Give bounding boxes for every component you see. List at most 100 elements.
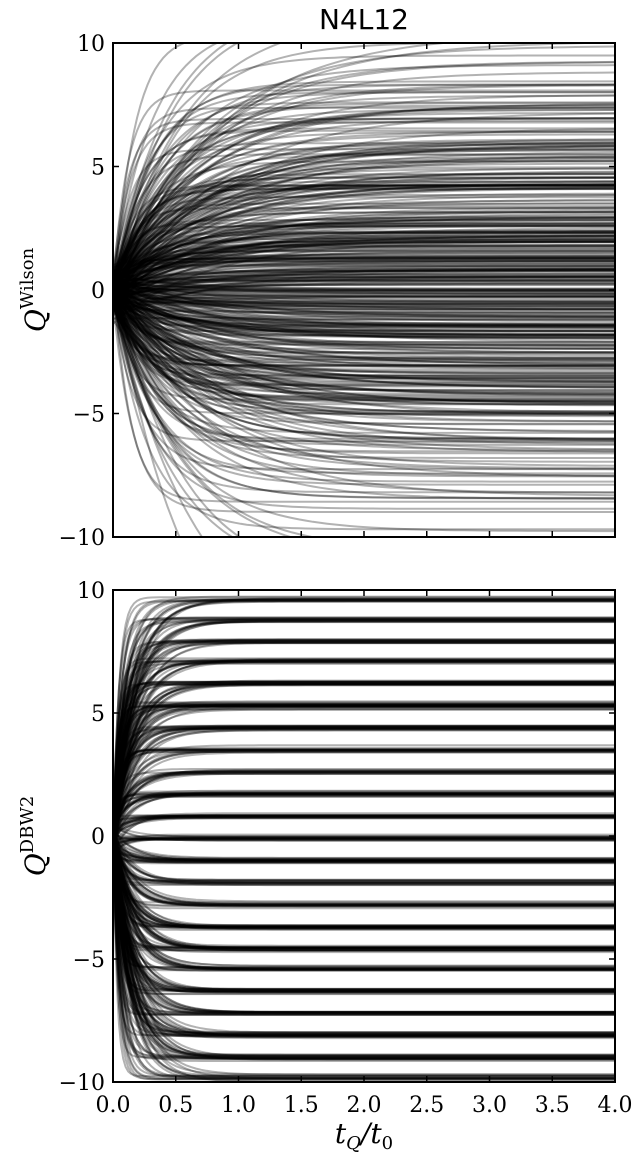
flow-line bbox=[113, 792, 615, 850]
flow-line bbox=[113, 834, 615, 907]
flow-line bbox=[113, 849, 615, 862]
x-tick-label: 0.0 bbox=[96, 1093, 131, 1118]
flow-line bbox=[113, 832, 615, 950]
flow-line bbox=[113, 660, 615, 838]
flow-line bbox=[113, 102, 615, 299]
flow-line bbox=[113, 106, 615, 292]
flow-line bbox=[113, 275, 615, 298]
flow-line bbox=[113, 275, 615, 347]
flow-line bbox=[113, 598, 615, 815]
flow-line bbox=[113, 705, 615, 829]
flow-line bbox=[113, 620, 615, 819]
flow-line bbox=[113, 638, 615, 846]
flow-line bbox=[113, 121, 615, 283]
flow-line bbox=[113, 837, 615, 929]
flow-line bbox=[113, 827, 615, 993]
flow-line bbox=[113, 816, 615, 864]
flow-line bbox=[113, 294, 615, 320]
flow-line bbox=[113, 839, 615, 992]
flow-line bbox=[113, 773, 615, 836]
flow-line bbox=[113, 845, 615, 1016]
flow-line bbox=[113, 286, 615, 292]
flow-line bbox=[113, 843, 615, 927]
flow-line bbox=[113, 173, 615, 295]
flow-line bbox=[113, 290, 615, 380]
flow-line bbox=[113, 659, 615, 847]
flow-line bbox=[113, 180, 615, 285]
flow-line bbox=[113, 814, 615, 821]
flow-line bbox=[113, 705, 615, 848]
flow-line bbox=[113, 117, 615, 295]
flow-line bbox=[113, 106, 615, 285]
flow-line bbox=[113, 845, 615, 1057]
flow-line bbox=[113, 217, 615, 269]
flow-line bbox=[113, 297, 615, 337]
flow-line bbox=[113, 856, 615, 1038]
flow-line bbox=[113, 142, 615, 284]
flow-line bbox=[113, 619, 615, 827]
flow-line bbox=[113, 276, 615, 303]
flow-line bbox=[113, 282, 615, 296]
flow-line bbox=[113, 257, 615, 292]
flow-line bbox=[113, 832, 615, 972]
flow-line bbox=[113, 289, 615, 446]
flow-line bbox=[113, 239, 615, 280]
flow-line bbox=[113, 840, 615, 1038]
flow-line bbox=[113, 638, 615, 839]
flow-line bbox=[113, 257, 615, 282]
flow-line bbox=[113, 827, 615, 929]
flow-line bbox=[113, 235, 615, 287]
flow-line bbox=[113, 840, 615, 906]
flow-line bbox=[113, 276, 615, 415]
flow-line bbox=[113, 276, 615, 384]
flow-line bbox=[113, 305, 615, 349]
flow-line bbox=[113, 94, 615, 284]
flow-line bbox=[113, 835, 615, 949]
flow-line bbox=[113, 833, 615, 863]
flow-line bbox=[113, 117, 615, 292]
flow-line bbox=[113, 216, 615, 295]
flow-line bbox=[113, 705, 615, 828]
flow-line bbox=[113, 295, 615, 426]
flow-line bbox=[113, 269, 615, 301]
flow-line bbox=[113, 240, 615, 325]
flow-line bbox=[113, 293, 615, 336]
y-tick-label: 0 bbox=[91, 825, 105, 850]
flow-line bbox=[113, 269, 615, 423]
flow-line bbox=[113, 835, 615, 967]
flow-line bbox=[113, 789, 615, 842]
flow-line bbox=[113, 701, 615, 837]
flow-line bbox=[113, 749, 615, 831]
flow-line bbox=[113, 83, 615, 291]
flow-line bbox=[113, 256, 615, 288]
flow-line bbox=[113, 839, 615, 928]
flow-line bbox=[113, 283, 615, 359]
flow-line bbox=[113, 297, 615, 386]
flow-line bbox=[113, 259, 615, 285]
flow-line bbox=[113, 272, 615, 293]
flow-line bbox=[113, 280, 615, 338]
flow-line bbox=[113, 275, 615, 503]
flow-line bbox=[113, 298, 615, 338]
flow-line bbox=[113, 300, 615, 513]
flow-line bbox=[113, 300, 615, 500]
flow-line bbox=[113, 270, 615, 500]
flow-line bbox=[113, 300, 615, 403]
flow-line bbox=[113, 288, 615, 293]
flow-line bbox=[113, 597, 615, 835]
flow-line bbox=[113, 303, 615, 391]
flow-line bbox=[113, 620, 615, 843]
flow-line bbox=[113, 641, 615, 836]
flow-line bbox=[113, 683, 615, 842]
flow-line bbox=[113, 682, 615, 845]
flow-line bbox=[113, 292, 615, 327]
flow-line bbox=[113, 793, 615, 827]
flow-line bbox=[113, 750, 615, 839]
flow-line bbox=[113, 289, 615, 336]
flow-line bbox=[113, 245, 615, 296]
flow-line bbox=[113, 185, 615, 296]
flow-line bbox=[113, 103, 615, 283]
flow-line bbox=[113, 617, 615, 844]
flow-line bbox=[113, 300, 235, 537]
flow-line bbox=[113, 285, 615, 362]
